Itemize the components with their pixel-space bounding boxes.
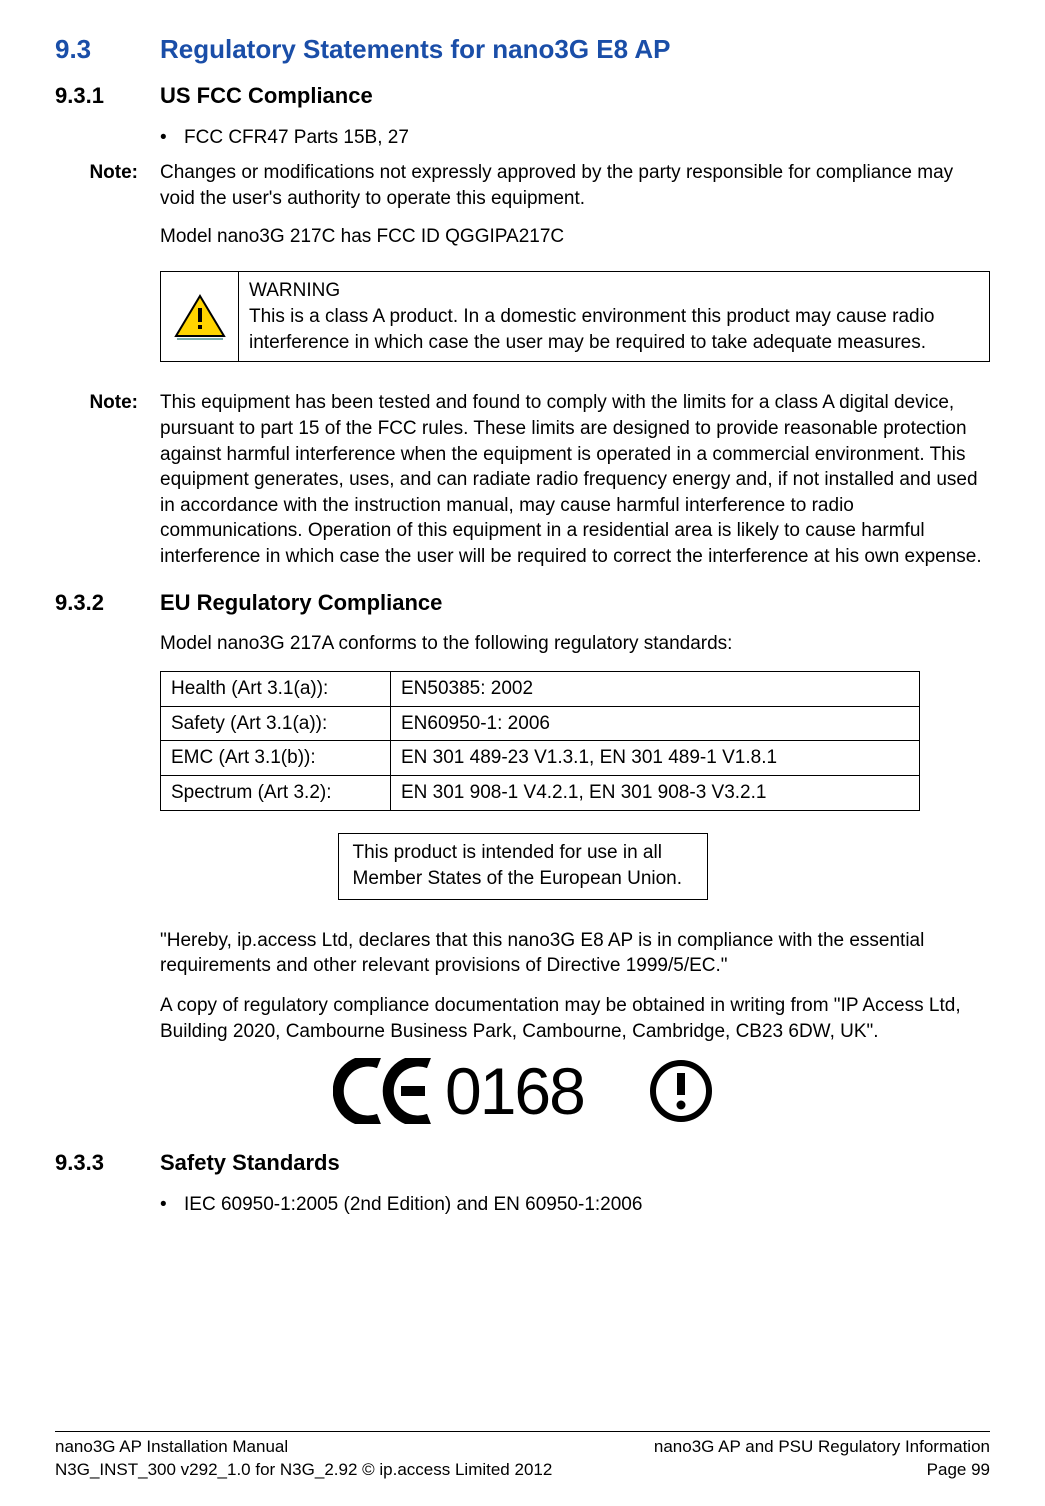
section-9-3-2-number: 9.3.2 (55, 588, 160, 618)
ce-mark-row: 0168 (55, 1058, 990, 1132)
section-9-3-3-title: Safety Standards (160, 1148, 340, 1178)
member-states-box: This product is intended for use in all … (338, 833, 708, 900)
ce-0168-mark-icon: 0168 (333, 1058, 713, 1124)
eu-intro-text: Model nano3G 217A conforms to the follow… (160, 631, 990, 657)
std-health-value: EN50385: 2002 (391, 672, 920, 707)
std-spectrum-label: Spectrum (Art 3.2): (161, 776, 391, 811)
section-9-3-3-header: 9.3.3 Safety Standards (55, 1148, 990, 1178)
warning-box: WARNING This is a class A product. In a … (160, 271, 990, 362)
warning-title: WARNING (249, 278, 979, 304)
member-states-line1: This product is intended for use in all (353, 840, 693, 867)
note-1-body: Changes or modifications not expressly a… (160, 160, 990, 211)
member-states-line2: Member States of the European Union. (353, 866, 693, 893)
std-safety-label: Safety (Art 3.1(a)): (161, 706, 391, 741)
table-row: Health (Art 3.1(a)): EN50385: 2002 (161, 672, 920, 707)
std-spectrum-value: EN 301 908-1 V4.2.1, EN 301 908-3 V3.2.1 (391, 776, 920, 811)
note-1: Note: Changes or modifications not expre… (55, 160, 990, 211)
section-9-3-2-header: 9.3.2 EU Regulatory Compliance (55, 588, 990, 618)
section-9-3-number: 9.3 (55, 32, 160, 67)
std-safety-value: EN60950-1: 2006 (391, 706, 920, 741)
warning-triangle-icon (174, 294, 226, 340)
section-9-3-3-number: 9.3.3 (55, 1148, 160, 1178)
warning-text-cell: WARNING This is a class A product. In a … (239, 272, 990, 362)
footer-doc-id: N3G_INST_300 v292_1.0 for N3G_2.92 © ip.… (55, 1459, 552, 1482)
std-health-label: Health (Art 3.1(a)): (161, 672, 391, 707)
footer-right: nano3G AP and PSU Regulatory Information… (654, 1436, 990, 1482)
section-9-3-1-number: 9.3.1 (55, 81, 160, 111)
ce-number-text: 0168 (445, 1058, 584, 1124)
section-9-3-1-title: US FCC Compliance (160, 81, 373, 111)
table-row: Safety (Art 3.1(a)): EN60950-1: 2006 (161, 706, 920, 741)
note-1-label: Note: (55, 160, 160, 211)
note-2-body: This equipment has been tested and found… (160, 390, 990, 569)
bullet-fcc-parts-text: FCC CFR47 Parts 15B, 27 (184, 125, 409, 151)
footer-section-title: nano3G AP and PSU Regulatory Information (654, 1436, 990, 1459)
footer-left: nano3G AP Installation Manual N3G_INST_3… (55, 1436, 552, 1482)
compliance-declaration: "Hereby, ip.access Ltd, declares that th… (160, 928, 990, 979)
model-fcc-id: Model nano3G 217C has FCC ID QGGIPA217C (160, 224, 990, 250)
section-9-3-2-title: EU Regulatory Compliance (160, 588, 442, 618)
eu-standards-table: Health (Art 3.1(a)): EN50385: 2002 Safet… (160, 671, 920, 811)
bullet-safety-standards-text: IEC 60950-1:2005 (2nd Edition) and EN 60… (184, 1192, 642, 1218)
section-9-3-1-header: 9.3.1 US FCC Compliance (55, 81, 990, 111)
documentation-copy-info: A copy of regulatory compliance document… (160, 993, 990, 1044)
bullet-dot: • (160, 125, 184, 151)
page-footer: nano3G AP Installation Manual N3G_INST_3… (55, 1431, 990, 1482)
warning-body: This is a class A product. In a domestic… (249, 304, 979, 355)
note-2-label: Note: (55, 390, 160, 569)
footer-manual-title: nano3G AP Installation Manual (55, 1436, 552, 1459)
bullet-fcc-parts: • FCC CFR47 Parts 15B, 27 (160, 125, 990, 151)
table-row: Spectrum (Art 3.2): EN 301 908-1 V4.2.1,… (161, 776, 920, 811)
table-row: EMC (Art 3.1(b)): EN 301 489-23 V1.3.1, … (161, 741, 920, 776)
std-emc-label: EMC (Art 3.1(b)): (161, 741, 391, 776)
note-2: Note: This equipment has been tested and… (55, 390, 990, 569)
section-9-3-header: 9.3 Regulatory Statements for nano3G E8 … (55, 32, 990, 67)
std-emc-value: EN 301 489-23 V1.3.1, EN 301 489-1 V1.8.… (391, 741, 920, 776)
bullet-safety-standards: • IEC 60950-1:2005 (2nd Edition) and EN … (160, 1192, 990, 1218)
section-9-3-title: Regulatory Statements for nano3G E8 AP (160, 32, 670, 67)
warning-icon-cell (161, 272, 239, 362)
footer-page-number: Page 99 (654, 1459, 990, 1482)
bullet-dot: • (160, 1192, 184, 1218)
